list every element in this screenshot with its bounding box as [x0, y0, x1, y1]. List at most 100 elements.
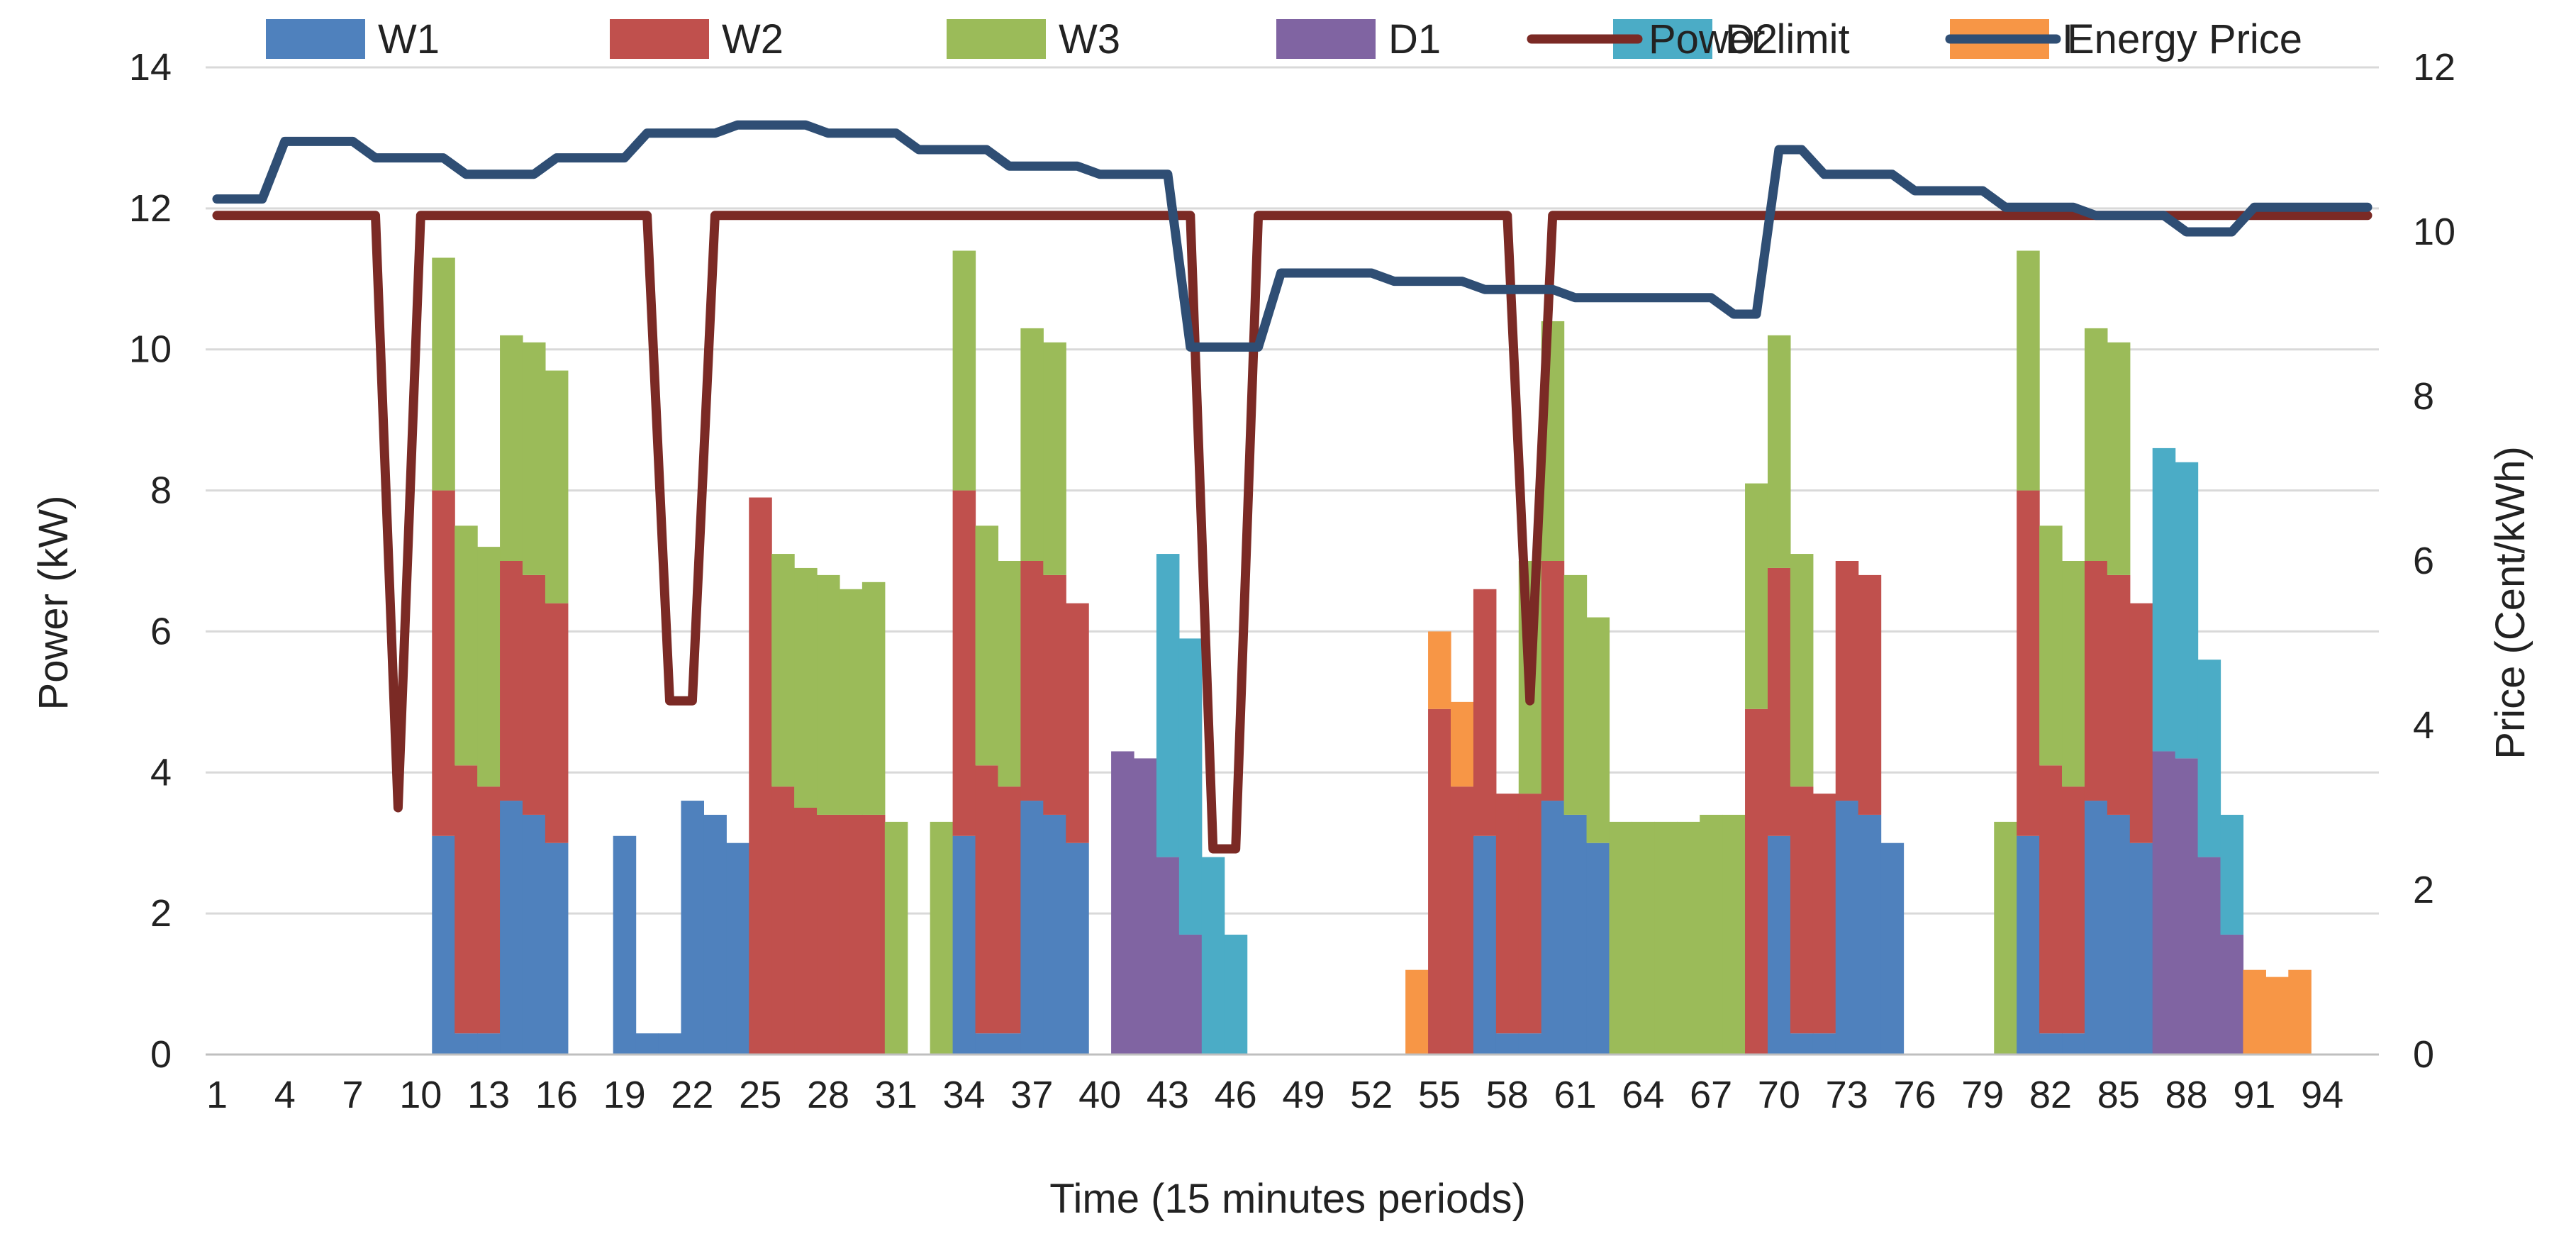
bar-d2 [2220, 814, 2244, 935]
x-tick-label: 1 [206, 1074, 228, 1116]
x-tick-label: 85 [2097, 1074, 2140, 1116]
bar-w1 [1541, 801, 1565, 1055]
bar-w3 [2084, 328, 2108, 561]
x-tick-label: 79 [1961, 1074, 2004, 1116]
legend-label-d2: D2 [1725, 16, 1778, 62]
bar-w1 [681, 801, 704, 1055]
line-power-limit [212, 211, 2373, 854]
x-tick-label: 88 [2165, 1074, 2208, 1116]
bar-d2 [1156, 554, 1180, 857]
x-tick-label: 67 [1690, 1074, 1732, 1116]
bar-w1 [2107, 814, 2131, 1055]
bar-w3 [1609, 821, 1633, 1055]
x-tick-label: 7 [342, 1074, 364, 1116]
x-tick-label: 76 [1893, 1074, 1936, 1116]
bar-w1 [1812, 1033, 1836, 1055]
x-tick-label: 31 [875, 1074, 918, 1116]
bar-w3 [771, 554, 795, 787]
bar-w3 [862, 582, 886, 815]
bar-w3 [522, 342, 546, 575]
bar-w3 [952, 250, 976, 491]
bar-d2 [2152, 447, 2176, 752]
y-tick-label: 0 [150, 1033, 172, 1076]
bar-d1 [2175, 758, 2199, 1055]
y2-tick-label: 0 [2413, 1033, 2434, 1076]
bar-w3 [817, 574, 840, 815]
bar-w2 [522, 574, 546, 815]
bar-w1 [1835, 801, 1859, 1055]
bar-w1 [2062, 1033, 2085, 1055]
bar-w1 [1880, 842, 1905, 1055]
bar-w1 [1767, 835, 1791, 1055]
y-tick-label: 6 [150, 610, 172, 652]
bar-w3 [1790, 554, 1814, 787]
x-tick-label: 34 [943, 1074, 986, 1116]
x-tick-label: 40 [1078, 1074, 1121, 1116]
bar-w2 [862, 814, 886, 1055]
bar-w1 [1473, 835, 1497, 1055]
bar-w1 [455, 1033, 478, 1055]
y2-axis-title: Price (Cent/kWh) [2487, 446, 2533, 760]
bar-w1 [2017, 835, 2040, 1055]
bar-w2 [839, 814, 863, 1055]
bar-d2 [2175, 462, 2199, 759]
bar-w1 [1066, 842, 1089, 1055]
bar-w2 [432, 490, 455, 836]
bar-w1 [2084, 801, 2108, 1055]
y-tick-label: 12 [129, 187, 172, 230]
bar-w2 [1066, 603, 1089, 843]
bar-w3 [2017, 250, 2040, 491]
bar-w2 [2017, 490, 2040, 836]
bar-w2 [455, 765, 478, 1034]
bar-w2 [1473, 589, 1497, 836]
bar-d1 [1178, 934, 1203, 1055]
bar-w2 [1790, 786, 1814, 1034]
bar-w1 [635, 1033, 659, 1055]
x-tick-label: 13 [467, 1074, 510, 1116]
bar-w1 [975, 1033, 999, 1055]
legend-label-i: I [2062, 16, 2073, 62]
y-axis-title: Power (kW) [30, 496, 77, 711]
bar-w2 [1495, 794, 1520, 1034]
bar-d2 [1178, 638, 1203, 935]
bar-w1 [2129, 842, 2153, 1055]
bar-i [1428, 631, 1451, 709]
bar-d2 [1201, 857, 1225, 1055]
bar-d1 [1111, 751, 1134, 1055]
bar-w2 [2084, 561, 2108, 801]
bar-w2 [749, 497, 772, 1055]
bar-w2 [1745, 708, 1768, 1055]
x-tick-label: 37 [1010, 1074, 1053, 1116]
bar-w2 [2107, 574, 2131, 815]
bar-w1 [613, 835, 637, 1055]
line-energy-price [212, 120, 2373, 352]
bar-w2 [500, 561, 523, 801]
bar-d1 [2220, 934, 2244, 1055]
bar-w1 [1043, 814, 1066, 1055]
y2-tick-label: 4 [2413, 704, 2434, 747]
bar-w3 [2062, 561, 2085, 787]
bar-w2 [1428, 708, 1451, 1055]
legend-swatch-d1 [1276, 19, 1376, 59]
bar-w1 [522, 814, 546, 1055]
legend: W1 W2 W3 D1 D2 I Power limit Energy Price [266, 16, 2302, 62]
bar-w2 [998, 786, 1021, 1034]
x-tick-label: 25 [739, 1074, 781, 1116]
x-tick-label: 70 [1758, 1074, 1800, 1116]
bar-i [1450, 701, 1474, 787]
bar-w3 [930, 821, 954, 1055]
bar-w2 [2062, 786, 2085, 1034]
legend-label-w2: W2 [722, 16, 784, 62]
bar-w3 [455, 525, 478, 766]
legend-swatch-w1 [266, 19, 365, 59]
bar-w1 [1563, 814, 1588, 1055]
bar-w3 [975, 525, 999, 766]
x-tick-label: 4 [274, 1074, 296, 1116]
stacked-bars [432, 250, 2312, 1055]
bar-w2 [817, 814, 840, 1055]
bar-w2 [1767, 567, 1791, 836]
bar-w2 [477, 786, 501, 1034]
bar-w1 [432, 835, 455, 1055]
